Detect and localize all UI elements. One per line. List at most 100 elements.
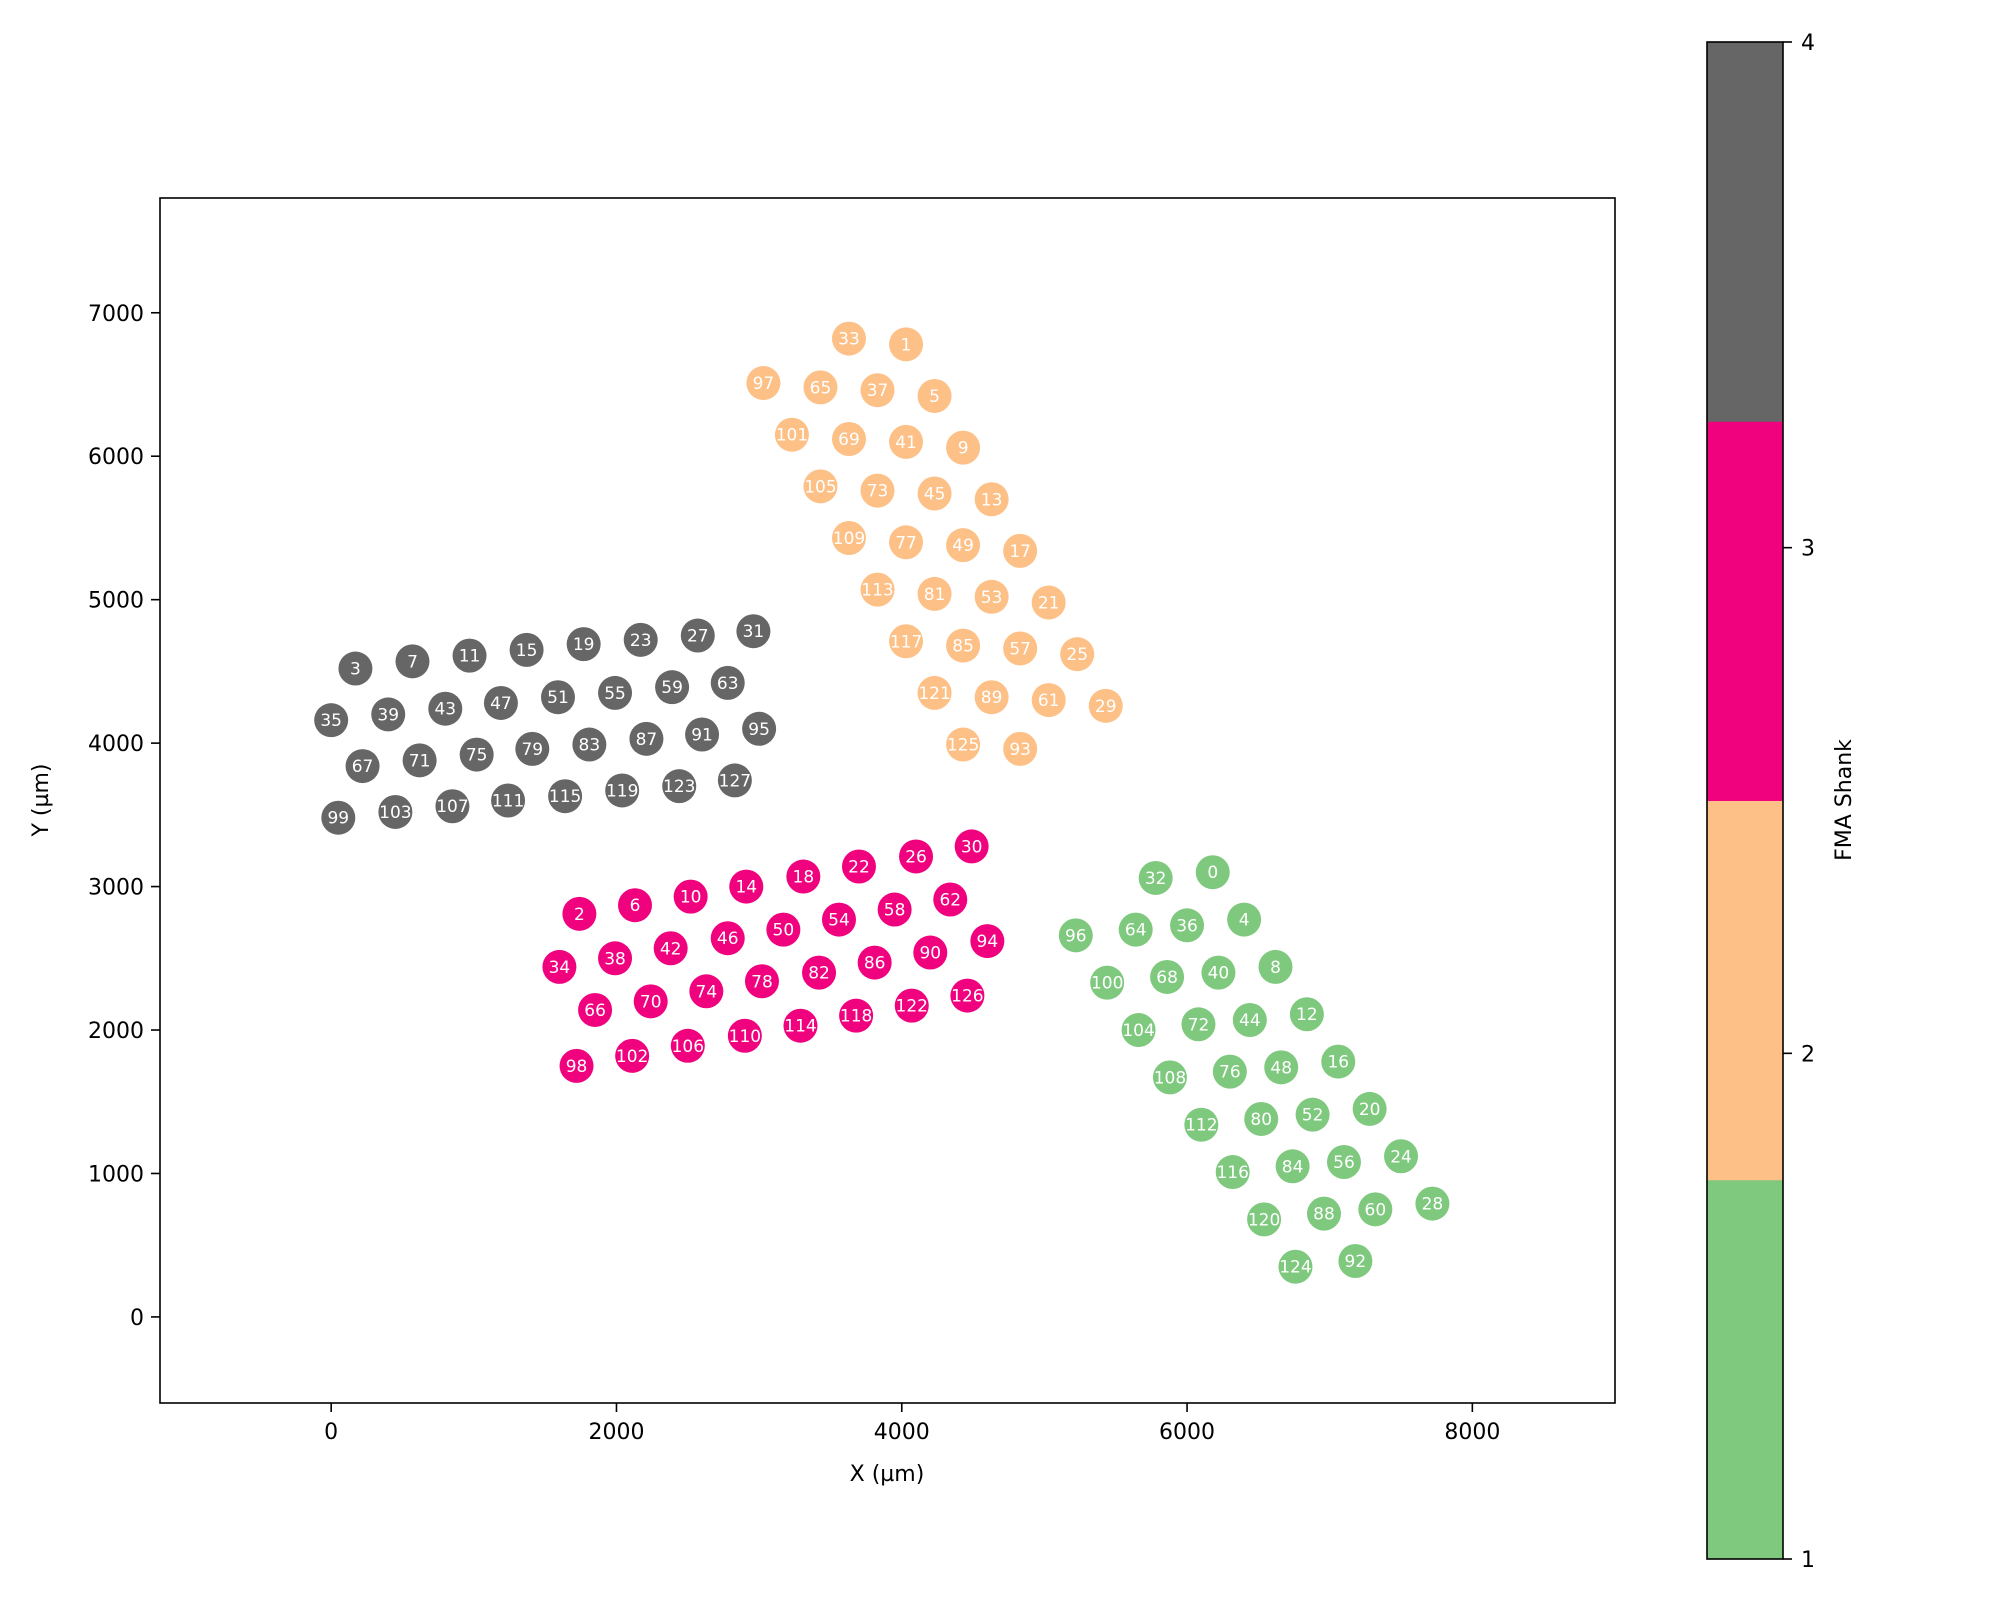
channel-point <box>710 921 745 956</box>
channel-point <box>742 711 777 746</box>
colorbar-tick-label: 1 <box>1801 1548 1815 1573</box>
channel-point <box>933 882 968 917</box>
channel-label: 108 <box>1154 1068 1186 1088</box>
channel-label: 10 <box>680 888 702 908</box>
channel-label: 0 <box>1207 863 1218 883</box>
scatter-points: 0481216202428323640444852566064687276808… <box>314 321 1450 1284</box>
channel-point <box>1232 1002 1267 1037</box>
channel-label: 66 <box>584 1001 606 1021</box>
channel-point <box>1121 1013 1156 1048</box>
x-axis-label: X (µm) <box>850 1462 925 1487</box>
channel-label: 20 <box>1359 1100 1381 1120</box>
colorbar-segment <box>1707 800 1783 1181</box>
channel-label: 29 <box>1095 697 1117 717</box>
channel-label: 31 <box>743 622 765 642</box>
channel-label: 105 <box>804 477 836 497</box>
x-tick-label: 4000 <box>874 1420 930 1445</box>
channel-point <box>774 417 809 452</box>
channel-label: 28 <box>1422 1195 1444 1215</box>
channel-label: 92 <box>1345 1252 1367 1272</box>
channel-point <box>860 473 895 508</box>
channel-point <box>917 476 952 511</box>
channel-point <box>917 675 952 710</box>
channel-label: 104 <box>1122 1021 1154 1041</box>
colorbar-segment <box>1707 42 1783 422</box>
channel-label: 11 <box>459 647 481 667</box>
channel-label: 37 <box>867 381 889 401</box>
channel-label: 33 <box>838 330 860 350</box>
channel-point <box>1003 631 1038 666</box>
channel-label: 56 <box>1333 1153 1355 1173</box>
channel-point <box>889 525 924 560</box>
channel-point <box>974 680 1009 715</box>
channel-point <box>1307 1196 1341 1231</box>
channel-label: 67 <box>352 757 374 777</box>
channel-label: 69 <box>838 430 860 450</box>
channel-point <box>483 685 518 720</box>
channel-label: 17 <box>1009 542 1031 562</box>
channel-point <box>710 665 745 700</box>
channel-point <box>786 859 821 894</box>
channel-label: 25 <box>1066 645 1088 665</box>
channel-point <box>540 680 575 715</box>
channel-label: 52 <box>1302 1106 1324 1126</box>
channel-label: 124 <box>1279 1258 1311 1278</box>
channel-point <box>402 743 437 778</box>
channel-point <box>452 638 487 673</box>
channel-point <box>670 1028 705 1063</box>
channel-label: 99 <box>327 809 349 829</box>
channel-label: 73 <box>867 482 889 502</box>
channel-point <box>605 773 640 808</box>
channel-label: 106 <box>672 1037 704 1057</box>
channel-label: 85 <box>952 637 974 657</box>
channel-point <box>542 949 577 984</box>
channel-point <box>841 849 876 884</box>
channel-point <box>1227 902 1262 937</box>
channel-point <box>1058 918 1093 953</box>
channel-point <box>917 576 952 611</box>
channel-point <box>1264 1050 1299 1085</box>
channel-point <box>572 727 607 762</box>
channel-label: 45 <box>924 485 946 505</box>
y-tick-label: 1000 <box>88 1162 144 1187</box>
channel-label: 65 <box>810 378 832 398</box>
channel-point <box>321 800 356 835</box>
channel-point <box>1352 1091 1387 1126</box>
channel-point <box>1258 949 1293 984</box>
channel-point <box>1088 688 1123 723</box>
channel-label: 123 <box>663 777 695 797</box>
channel-point <box>345 749 380 784</box>
channel-label: 100 <box>1091 974 1123 994</box>
channel-label: 97 <box>753 374 775 394</box>
channel-point <box>803 469 838 504</box>
channel-label: 44 <box>1239 1011 1261 1031</box>
channel-point <box>1003 533 1038 568</box>
channel-label: 88 <box>1313 1205 1335 1225</box>
channel-point <box>1415 1186 1450 1221</box>
channel-point <box>338 651 373 686</box>
channel-point <box>1060 637 1095 672</box>
channel-point <box>783 1008 818 1043</box>
channel-point <box>459 737 494 772</box>
channel-label: 32 <box>1145 869 1167 889</box>
channel-point <box>974 579 1009 614</box>
channel-point <box>673 879 708 914</box>
channel-point <box>629 721 664 756</box>
channel-point <box>857 945 892 980</box>
channel-point <box>1138 860 1173 895</box>
channel-label: 127 <box>719 771 751 791</box>
channel-label: 51 <box>547 688 569 708</box>
channel-point <box>1170 908 1205 943</box>
x-axis: 0 2000 4000 6000 8000 <box>324 1403 1500 1445</box>
channel-point <box>877 892 912 927</box>
channel-point <box>1031 585 1066 620</box>
colorbar-segment <box>1707 1179 1783 1560</box>
channel-label: 38 <box>604 949 626 969</box>
channel-label: 70 <box>640 992 662 1012</box>
channel-point <box>1118 912 1153 947</box>
channel-point <box>946 528 981 563</box>
channel-label: 5 <box>929 387 940 407</box>
channel-label: 82 <box>808 964 830 984</box>
channel-point <box>917 378 952 413</box>
